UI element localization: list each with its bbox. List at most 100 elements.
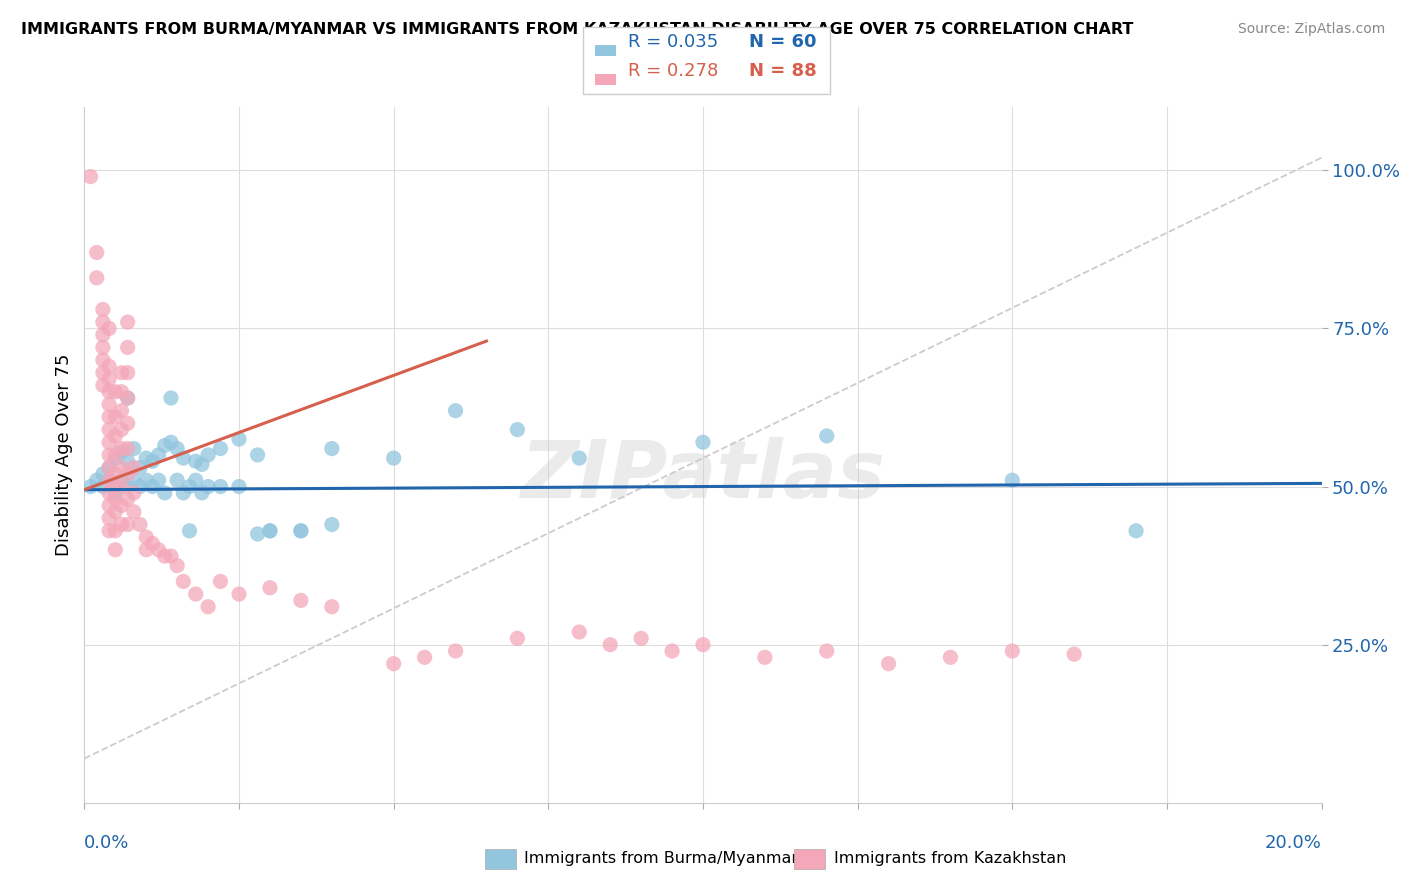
Point [141,479,163,493]
Point [117,442,139,456]
Point [599,638,621,652]
Point [98,372,121,386]
Point [122,473,145,487]
Point [104,384,127,399]
Point [91,378,114,392]
Text: Immigrants from Kazakhstan: Immigrants from Kazakhstan [834,851,1066,865]
Point [290,593,312,607]
Point [153,438,176,452]
Point [135,530,157,544]
Point [122,442,145,456]
Point [104,505,127,519]
Point [692,638,714,652]
Point [184,454,207,468]
Point [877,657,900,671]
Point [172,486,194,500]
Text: Immigrants from Burma/Myanmar: Immigrants from Burma/Myanmar [524,851,799,865]
Point [79,479,101,493]
Point [754,650,776,665]
Point [104,451,127,466]
Y-axis label: Disability Age Over 75: Disability Age Over 75 [55,353,73,557]
Point [259,524,281,538]
Point [98,460,121,475]
Point [104,524,127,538]
Point [135,542,157,557]
Point [172,574,194,589]
Point [117,340,139,354]
Point [184,587,207,601]
Point [191,486,214,500]
Text: 0.0%: 0.0% [84,834,129,852]
Point [104,479,127,493]
Point [122,460,145,475]
Point [110,384,132,399]
Text: R = 0.278: R = 0.278 [628,62,718,79]
Point [110,423,132,437]
Point [661,644,683,658]
Point [148,542,170,557]
Point [166,442,188,456]
Point [104,409,127,424]
Point [166,558,188,573]
Point [179,479,201,493]
Point [197,448,219,462]
Point [117,366,139,380]
Point [197,479,219,493]
Text: N = 88: N = 88 [749,62,817,79]
Point [117,417,139,431]
Point [98,409,121,424]
Point [91,327,114,342]
Point [209,479,232,493]
Text: Source: ZipAtlas.com: Source: ZipAtlas.com [1237,22,1385,37]
Point [228,479,250,493]
Point [209,442,232,456]
Point [110,442,132,456]
Point [104,486,127,500]
Point [98,321,121,335]
Point [160,549,183,563]
Point [259,524,281,538]
Point [86,270,108,285]
Point [321,599,343,614]
Point [98,473,121,487]
Point [98,359,121,374]
Point [246,448,269,462]
Point [79,169,101,184]
Point [166,473,188,487]
Point [135,451,157,466]
Point [1001,473,1024,487]
Point [153,486,176,500]
Point [630,632,652,646]
Point [172,451,194,466]
Point [104,542,127,557]
Point [98,384,121,399]
Point [1001,644,1024,658]
Point [129,517,152,532]
Point [117,315,139,329]
Point [122,486,145,500]
Point [117,391,139,405]
Point [141,536,163,550]
Point [86,245,108,260]
Point [506,423,529,437]
Point [259,581,281,595]
Point [117,479,139,493]
Point [568,451,591,466]
Point [110,403,132,417]
Point [110,517,132,532]
Text: ZIPatlas: ZIPatlas [520,437,886,515]
Point [209,574,232,589]
Point [110,499,132,513]
Point [91,366,114,380]
Point [290,524,312,538]
Point [184,473,207,487]
Point [86,473,108,487]
Point [110,460,132,475]
Point [939,650,962,665]
Point [98,473,121,487]
Point [91,353,114,368]
Point [321,442,343,456]
Point [98,460,121,475]
Point [135,473,157,487]
Point [191,458,214,472]
